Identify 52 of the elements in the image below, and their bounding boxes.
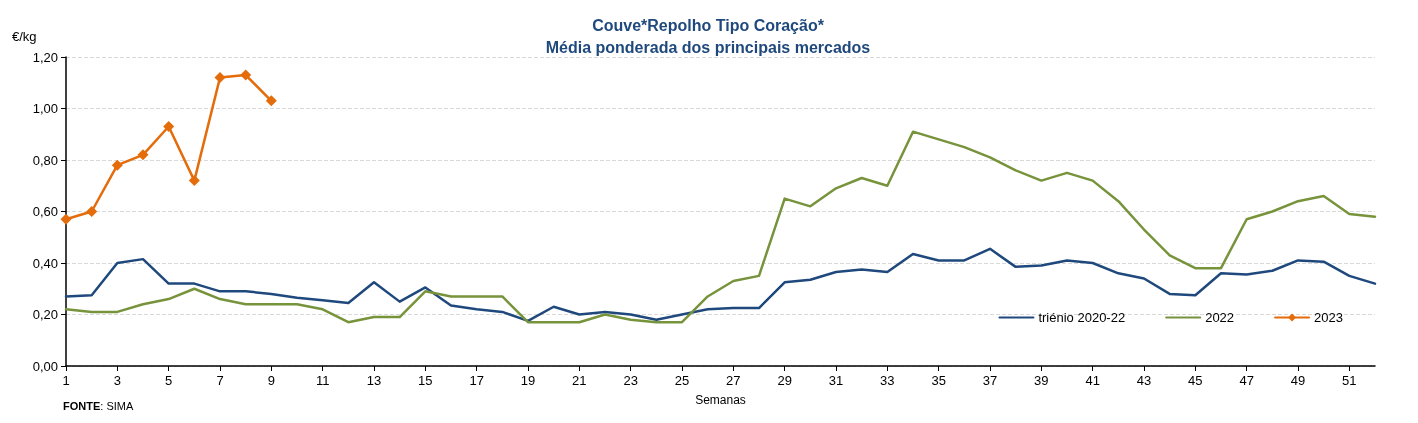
point xyxy=(240,69,252,81)
x-tick-label: 15 xyxy=(418,373,433,388)
line-series xyxy=(64,247,1377,323)
point xyxy=(163,121,175,133)
x-tick-label: 43 xyxy=(1136,373,1152,388)
x-tick-label: 33 xyxy=(880,373,895,388)
y-tick-label: 0,20 xyxy=(32,307,58,322)
point xyxy=(137,149,149,161)
y-tick-label: 1,20 xyxy=(32,49,58,65)
x-tick-label: 27 xyxy=(726,373,741,388)
x-tick-label: 35 xyxy=(931,373,946,388)
source-note: FONTE: SIMA xyxy=(63,399,134,412)
point xyxy=(265,95,277,107)
x-tick-label: 11 xyxy=(315,373,330,388)
y-tick-label: 0,00 xyxy=(32,358,58,374)
legend-label: 2023 xyxy=(1314,310,1343,325)
x-tick-label: 1 xyxy=(62,373,70,388)
x-tick-label: 29 xyxy=(777,373,792,388)
y-tick-label: 0,40 xyxy=(32,255,58,271)
x-tick-label: 5 xyxy=(165,373,173,388)
x-tick-label: 17 xyxy=(469,373,484,388)
point xyxy=(188,175,200,187)
x-tick-label: 13 xyxy=(366,373,382,388)
x-tick-label: 3 xyxy=(113,373,121,388)
line-series xyxy=(64,130,1377,324)
x-axis-title: Semanas xyxy=(695,393,746,407)
point xyxy=(111,159,123,171)
x-tick-label: 25 xyxy=(674,373,690,388)
x-tick-label: 47 xyxy=(1239,373,1254,388)
x-tick-label: 23 xyxy=(623,373,638,388)
x-tick-label: 31 xyxy=(828,373,844,388)
x-tick-label: 51 xyxy=(1342,373,1357,388)
y-tick-label: 1,00 xyxy=(32,101,58,116)
point xyxy=(214,72,226,84)
chart-subtitle: Média ponderada dos principais mercados xyxy=(545,38,871,56)
y-tick-label: 0,60 xyxy=(32,204,58,219)
x-tick-label: 21 xyxy=(572,373,587,388)
legend-label: triénio 2020-22 xyxy=(1038,310,1126,325)
x-tick-label: 19 xyxy=(520,373,536,388)
point xyxy=(60,213,72,225)
x-tick-label: 45 xyxy=(1188,373,1203,388)
x-tick-label: 9 xyxy=(267,373,275,388)
x-tick-label: 37 xyxy=(982,373,998,388)
x-tick-label: 49 xyxy=(1290,373,1306,388)
legend-label: 2022 xyxy=(1205,310,1235,325)
y-tick-label: 0,80 xyxy=(32,152,58,168)
x-tick-label: 7 xyxy=(216,373,224,388)
x-tick-label: 39 xyxy=(1034,373,1049,388)
chart-title: Couve*Repolho Tipo Coração* xyxy=(592,16,825,34)
x-tick-label: 41 xyxy=(1085,373,1100,388)
point xyxy=(86,206,98,217)
y-axis-title: €/kg xyxy=(12,29,37,44)
